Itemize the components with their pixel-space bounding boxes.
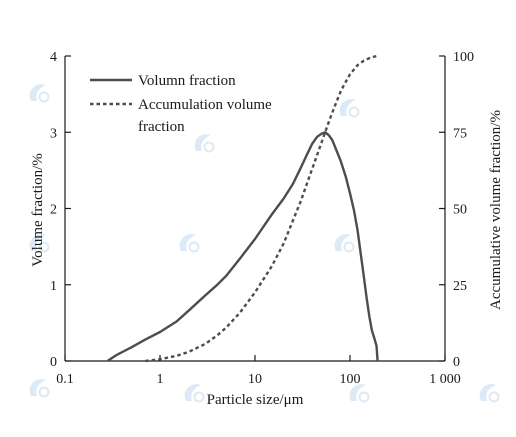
watermark-ring xyxy=(38,386,50,398)
watermark-ring xyxy=(203,141,215,153)
watermark-swirl xyxy=(334,234,351,251)
left-y-tick-label: 1 xyxy=(50,279,57,294)
watermark-logo xyxy=(334,234,355,253)
legend-label-accumulation-line2: fraction xyxy=(138,119,185,135)
watermark-logo xyxy=(29,84,50,103)
watermark-swirl xyxy=(479,384,496,401)
series-layer xyxy=(106,54,379,363)
watermark-swirl xyxy=(179,234,196,251)
legend-label-accumulation-line1: Accumulation volume xyxy=(138,97,272,113)
left-y-tick-label: 3 xyxy=(50,126,57,141)
watermark-swirl xyxy=(29,379,46,396)
watermark-ring xyxy=(358,391,370,403)
watermark-logo xyxy=(29,379,50,398)
left-y-tick-label: 0 xyxy=(50,355,57,370)
left-y-tick-label: 2 xyxy=(50,203,57,218)
watermark-logo xyxy=(194,134,215,153)
watermark-logo xyxy=(29,234,50,253)
x-tick-label: 100 xyxy=(340,372,361,387)
watermark-ring xyxy=(188,241,200,253)
watermark-ring xyxy=(348,106,360,118)
right-y-tick-label: 0 xyxy=(453,355,460,370)
tick-label-layer: 0.1 1 10 100 1 000 0 1 2 3 4 0 25 50 75 100 xyxy=(50,50,474,387)
watermark-ring xyxy=(38,241,50,253)
watermark-swirl xyxy=(29,84,46,101)
left-y-tick-label: 4 xyxy=(50,50,57,65)
watermark-layer xyxy=(29,84,500,403)
watermark-logo xyxy=(339,99,360,118)
x-tick-label: 1 xyxy=(157,372,164,387)
right-y-tick-label: 75 xyxy=(453,126,467,141)
watermark-swirl xyxy=(184,384,201,401)
x-tick-label: 1 000 xyxy=(429,372,461,387)
right-y-axis-title: Accumulative volume fraction/% xyxy=(488,110,504,310)
watermark-swirl xyxy=(349,384,366,401)
left-y-axis-title: Volume fraction/% xyxy=(30,153,46,266)
series-line-volumn xyxy=(106,131,379,363)
right-y-tick-label: 25 xyxy=(453,279,467,294)
series-line-accumulation xyxy=(145,54,378,363)
x-axis-title: Particle size/μm xyxy=(207,392,304,408)
watermark-ring xyxy=(38,91,50,103)
watermark-ring xyxy=(343,241,355,253)
legend-label-volumn-fraction: Volumn fraction xyxy=(138,73,236,89)
watermark-logo xyxy=(184,384,205,403)
watermark-logo xyxy=(179,234,200,253)
x-tick-label: 0.1 xyxy=(56,372,74,387)
watermark-logo xyxy=(479,384,500,403)
legend: Volumn fraction Accumulation volume frac… xyxy=(90,73,272,135)
watermark-swirl xyxy=(339,99,356,116)
right-y-tick-label: 100 xyxy=(453,50,474,65)
right-y-tick-label: 50 xyxy=(453,203,467,218)
watermark-ring xyxy=(193,391,205,403)
x-tick-label: 10 xyxy=(248,372,262,387)
watermark-swirl xyxy=(29,234,46,251)
watermark-logo xyxy=(349,384,370,403)
watermark-swirl xyxy=(194,134,211,151)
watermark-ring xyxy=(488,391,500,403)
